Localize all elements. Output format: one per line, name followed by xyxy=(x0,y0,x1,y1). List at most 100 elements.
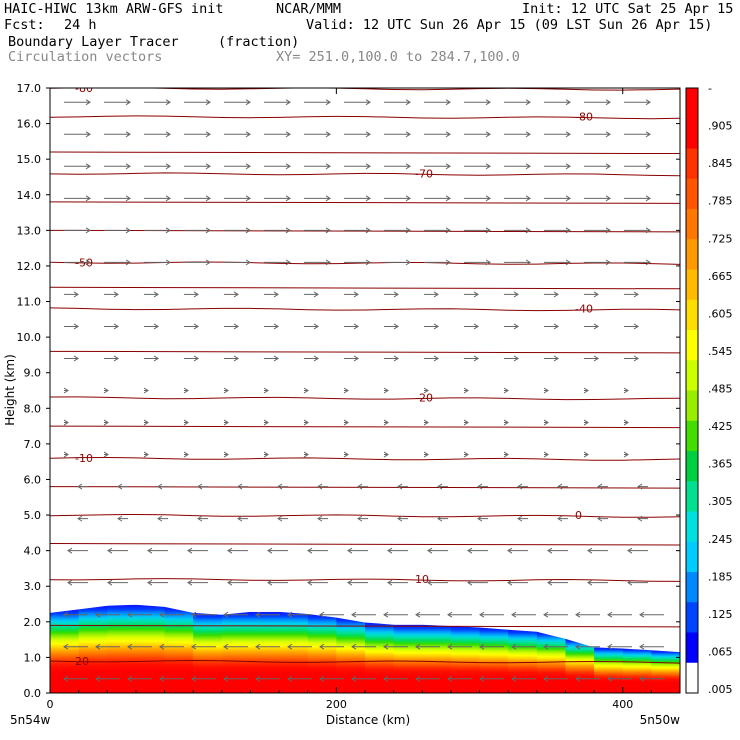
vector-arrow xyxy=(223,643,248,650)
vector-arrow xyxy=(424,99,451,106)
vector-arrow xyxy=(64,323,79,330)
y-tick-label: 9.0 xyxy=(24,367,42,380)
x-axis: 0 200 400 xyxy=(47,88,681,711)
contour-label: 0 xyxy=(575,509,582,522)
vector-arrow xyxy=(319,675,344,682)
vector-arrow xyxy=(384,131,411,138)
vector-arrow xyxy=(187,579,208,586)
vector-arrow xyxy=(427,547,448,554)
contour-line xyxy=(50,624,680,628)
y-tick-label: 0.0 xyxy=(24,687,42,700)
vector-arrow xyxy=(184,291,199,298)
vector-arrow xyxy=(143,419,149,426)
vector-arrow xyxy=(583,419,589,426)
vector-arrow xyxy=(224,227,251,234)
vector-arrow xyxy=(423,419,429,426)
vector-arrow xyxy=(583,451,589,458)
vector-arrow xyxy=(544,291,559,298)
vector-arrow xyxy=(304,323,319,330)
vector-arrow xyxy=(464,259,491,266)
vector-arrow xyxy=(351,675,376,682)
vector-arrow xyxy=(237,515,248,522)
vector-arrow xyxy=(424,163,451,170)
vector-arrow xyxy=(351,643,376,650)
tracer-band xyxy=(164,606,194,693)
vector-arrow xyxy=(307,579,328,586)
tracer-band xyxy=(221,611,252,693)
vector-arrow xyxy=(304,355,319,362)
vector-arrow xyxy=(517,515,528,522)
vector-arrow xyxy=(144,163,171,170)
contour-line xyxy=(50,543,680,546)
tracer-band xyxy=(279,611,309,693)
vector-arrow xyxy=(575,643,600,650)
y-tick-label: 4.0 xyxy=(24,545,42,558)
tracer-band xyxy=(193,612,223,693)
vector-arrow xyxy=(624,195,651,202)
vector-arrow xyxy=(264,259,291,266)
vector-arrow xyxy=(127,675,152,682)
vector-arrow xyxy=(287,675,312,682)
vector-arrow xyxy=(575,675,600,682)
vector-arrow xyxy=(504,355,519,362)
vector-arrow xyxy=(307,547,328,554)
x-tick-label: 200 xyxy=(326,698,347,711)
vector-arrow xyxy=(224,259,251,266)
vector-arrow xyxy=(424,259,451,266)
vector-arrow xyxy=(104,131,131,138)
valid-time: Valid: 12 UTC Sun 26 Apr 15 (09 LST Sun … xyxy=(306,17,713,33)
vector-arrow xyxy=(503,387,509,394)
vector-arrow xyxy=(117,515,128,522)
colorbar-label: .425 xyxy=(708,420,733,433)
contour-line xyxy=(50,286,680,290)
y-tick-label: 16.0 xyxy=(17,118,42,131)
vector-arrow xyxy=(584,99,611,106)
vector-arrow xyxy=(387,547,408,554)
vector-arrow xyxy=(384,291,399,298)
vector-arrow xyxy=(319,611,344,618)
tracer-band xyxy=(250,611,280,693)
tracer-band xyxy=(78,605,108,693)
vector-arrow xyxy=(104,355,119,362)
vector-arrow xyxy=(511,643,536,650)
x-axis-label: Distance (km) xyxy=(326,713,410,727)
vector-arrow xyxy=(415,611,440,618)
colorbar-label: .305 xyxy=(708,495,733,508)
vector-arrow xyxy=(263,419,269,426)
contour-label: -40 xyxy=(575,303,593,316)
vector-arrow xyxy=(304,259,331,266)
vector-arrow xyxy=(63,611,88,618)
forecast-label: Fcst: xyxy=(4,17,45,33)
vector-arrow xyxy=(67,579,88,586)
forecast-hour: 24 h xyxy=(64,17,97,33)
cross-section-endpoints: XY= 251.0,100.0 to 284.7,100.0 xyxy=(276,49,520,65)
vector-arrow xyxy=(384,99,411,106)
contour-label: -10 xyxy=(75,452,93,465)
vector-arrow xyxy=(504,195,531,202)
vector-arrow xyxy=(264,99,291,106)
vector-arrow xyxy=(264,323,279,330)
vector-arrow xyxy=(104,323,119,330)
vector-arrow xyxy=(517,483,528,490)
vector-arrow xyxy=(624,291,639,298)
vector-arrow xyxy=(447,643,472,650)
vector-arrow xyxy=(304,195,331,202)
vector-arrow xyxy=(544,355,559,362)
vector-arrow xyxy=(303,387,309,394)
y-tick-label: 17.0 xyxy=(17,82,42,95)
vector-arrow xyxy=(264,291,279,298)
vector-arrow xyxy=(637,515,648,522)
y-axis-label: Height (km) xyxy=(3,354,17,425)
vector-arrow xyxy=(544,259,571,266)
vector-arrow xyxy=(63,451,69,458)
vector-arrow xyxy=(224,323,239,330)
colorbar-label: .845 xyxy=(708,157,733,170)
vector-arrow xyxy=(183,387,189,394)
y-tick-label: 10.0 xyxy=(17,331,42,344)
vector-arrow xyxy=(157,515,168,522)
vector-arrow xyxy=(467,579,488,586)
vector-arrow xyxy=(544,227,571,234)
vector-arrow xyxy=(184,99,211,106)
vector-arrow xyxy=(544,131,571,138)
